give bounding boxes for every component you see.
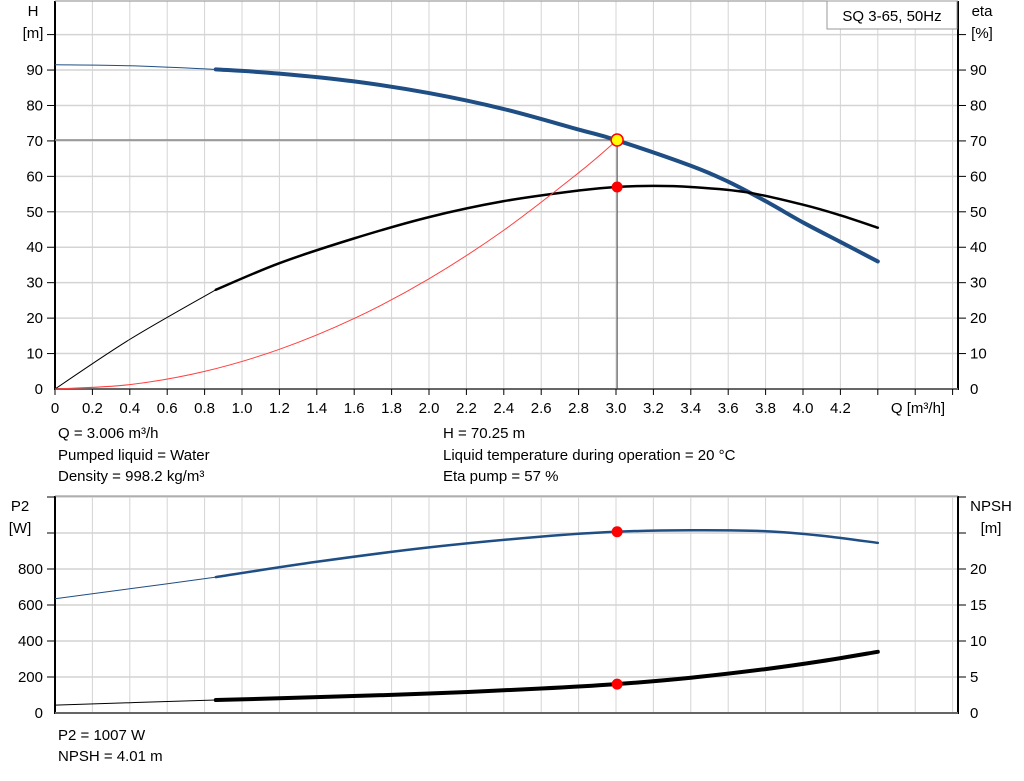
c0-left-tick-label: 10 (26, 346, 43, 363)
c0-x-tick-label: 4.0 (793, 400, 814, 417)
c1-left-tick-label: 800 (18, 561, 43, 578)
c0-right-tick-label: 20 (970, 310, 987, 327)
c1-right-tick-label: 0 (970, 705, 978, 722)
c0-x-tick-label: 3.2 (643, 400, 664, 417)
c0-x-tick-label: 4.2 (830, 400, 851, 417)
c1-right-tick-label: 10 (970, 633, 987, 650)
legend-label: SQ 3-65, 50Hz (842, 8, 941, 25)
info-npsh: NPSH = 4.01 m (58, 748, 163, 765)
c0-right-tick-label: 80 (970, 97, 987, 114)
c0-x-tick-label: 3.6 (718, 400, 739, 417)
c0-x-tick-label: 1.2 (269, 400, 290, 417)
c0-right-tick-label: 60 (970, 168, 987, 185)
c0-x-tick-label: 0.2 (82, 400, 103, 417)
legend-box (826, 0, 958, 30)
c0-left-tick-label: 80 (26, 97, 43, 114)
c0-system-curve (54, 139, 618, 390)
c0-x-tick-label: 0.8 (194, 400, 215, 417)
c1-right-axis-label: NPSH (970, 498, 1012, 515)
c1-right-tick-label: 5 (970, 669, 978, 686)
c1-left-tick-label: 400 (18, 633, 43, 650)
c0-x-tick-label: 0.6 (157, 400, 178, 417)
c0-x-tick-label: 0 (51, 400, 59, 417)
c1-right-tick-label: 15 (970, 597, 987, 614)
c0-left-tick-label: 70 (26, 133, 43, 150)
c1-left-tick-label: 600 (18, 597, 43, 614)
c0-left-tick-label: 0 (35, 381, 43, 398)
c0-x-tick-label: 1.6 (344, 400, 365, 417)
c1-right-tick-label: 20 (970, 561, 987, 578)
duty-p2-point (611, 526, 623, 538)
info-liquid: Pumped liquid = Water (58, 447, 210, 464)
c0-x-tick-label: 2.6 (531, 400, 552, 417)
c0-left-tick-label: 20 (26, 310, 43, 327)
c1-p2-curve-extrapolated (54, 576, 216, 600)
c0-x-tick-label: 1.8 (381, 400, 402, 417)
c0-x-tick-label: 1.0 (232, 400, 253, 417)
c1-npsh-curve-extrapolated (54, 699, 216, 706)
c1-left-axis-label: P2 (11, 498, 29, 515)
c0-right-tick-label: 50 (970, 204, 987, 221)
c0-x-tick-label: 3.0 (606, 400, 627, 417)
duty-npsh-point (611, 678, 623, 690)
c0-h-curve (213, 67, 880, 264)
c0-x-tick-label: 3.8 (755, 400, 776, 417)
info-eta: Eta pump = 57 % (443, 468, 559, 485)
c0-left-tick-label: 90 (26, 62, 43, 79)
c0-x-tick-label: 2.2 (456, 400, 477, 417)
c1-p2-curve (214, 529, 880, 579)
c0-x-tick-label: 0.4 (119, 400, 140, 417)
c0-right-tick-label: 90 (970, 62, 987, 79)
info-density: Density = 998.2 kg/m³ (58, 468, 205, 485)
c1-npsh-curve (213, 649, 880, 703)
c0-x-tick-label: 1.4 (306, 400, 327, 417)
c0-eta-curve (214, 184, 880, 292)
info-flow: Q = 3.006 m³/h (58, 425, 159, 442)
c0-x-tick-label: 2.4 (493, 400, 514, 417)
c0-right-tick-label: 30 (970, 275, 987, 292)
c0-x-axis-label: Q [m³/h] (891, 400, 945, 417)
c1-right-axis-unit: [m] (981, 520, 1002, 537)
c0-right-tick-label: 70 (970, 133, 987, 150)
duty-eta-point (611, 181, 623, 193)
c0-x-tick-label: 2.0 (419, 400, 440, 417)
c0-left-tick-label: 30 (26, 275, 43, 292)
c0-left-tick-label: 50 (26, 204, 43, 221)
c0-x-tick-label: 3.4 (680, 400, 701, 417)
c0-right-tick-label: 40 (970, 239, 987, 256)
duty-point (610, 133, 624, 147)
info-head: H = 70.25 m (443, 425, 526, 442)
info-temperature: Liquid temperature during operation = 20… (443, 447, 736, 464)
c1-left-tick-label: 200 (18, 669, 43, 686)
c0-right-tick-label: 0 (970, 381, 978, 398)
info-p2: P2 = 1007 W (58, 727, 146, 744)
c0-x-tick-label: 2.8 (568, 400, 589, 417)
c1-left-axis-unit: [W] (9, 520, 32, 537)
c0-left-axis-label: H (28, 3, 39, 20)
c0-left-tick-label: 60 (26, 168, 43, 185)
c0-right-axis-label: eta (972, 3, 994, 20)
c0-left-tick-label: 40 (26, 239, 43, 256)
c0-h-curve-extrapolated (54, 64, 216, 70)
c0-eta-curve-extrapolated (54, 289, 217, 390)
c1-left-tick-label: 0 (35, 705, 43, 722)
c0-right-tick-label: 10 (970, 346, 987, 363)
c0-left-axis-unit: [m] (23, 25, 44, 42)
c0-right-axis-unit: [%] (971, 25, 993, 42)
